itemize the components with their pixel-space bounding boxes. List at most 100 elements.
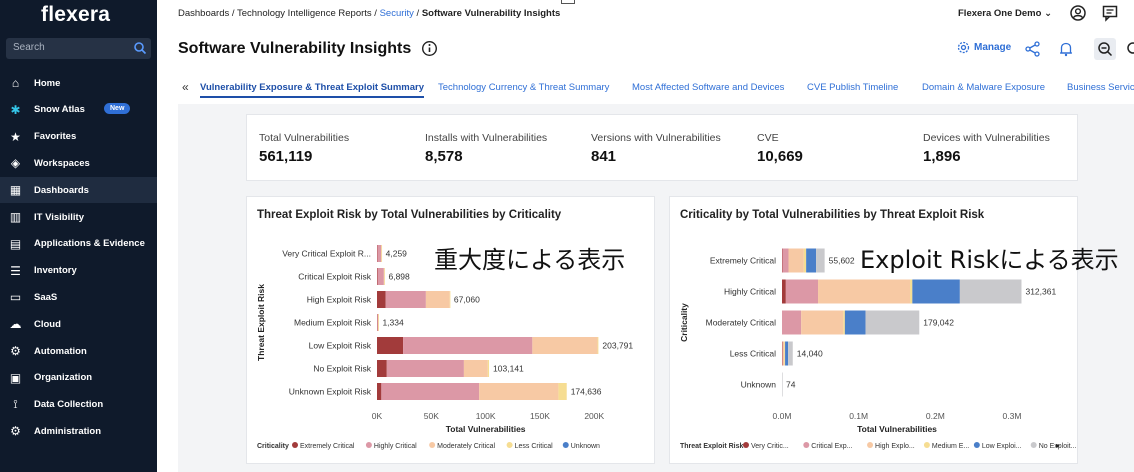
legend-label: No Exploit...	[1039, 443, 1077, 450]
bar-segment	[377, 291, 386, 308]
gear-icon	[957, 41, 970, 54]
tab-most-affected[interactable]: Most Affected Software and Devices	[632, 82, 785, 93]
sidebar-item-organization[interactable]: ▣ Organization	[0, 365, 157, 391]
settings-icon: ⚙	[10, 424, 21, 439]
bell-icon[interactable]	[1057, 40, 1075, 58]
sidebar-item-saas[interactable]: ▭ SaaS	[0, 284, 157, 310]
data-label: 14,040	[797, 349, 823, 359]
kpi-value: 561,119	[259, 148, 313, 165]
data-label: 4,259	[386, 249, 408, 259]
legend-label: Highly Critical	[374, 443, 417, 450]
tab-technology-currency[interactable]: Technology Currency & Threat Summary	[438, 82, 610, 93]
tenant-name: Flexera One Demo	[958, 8, 1042, 19]
org-icon: ▣	[9, 370, 22, 385]
category-label: No Exploit Risk	[313, 364, 371, 374]
chart-title: Criticality by Total Vulnerabilities by …	[680, 209, 985, 221]
manage-button[interactable]: Manage	[957, 41, 1011, 54]
zoom-out-button[interactable]	[1094, 38, 1116, 60]
category-label: Very Critical Exploit R...	[282, 249, 371, 259]
bar-segment	[377, 268, 384, 285]
chart-card-exploit-risk: Threat Exploit Risk by Total Vulnerabili…	[246, 196, 655, 464]
kpi-label: Installs with Vulnerabilities	[425, 132, 548, 144]
sidebar-item-label: Inventory	[34, 265, 77, 277]
bar-segment	[378, 314, 379, 331]
sidebar-item-favorites[interactable]: ★ Favorites	[0, 124, 157, 150]
info-icon[interactable]	[421, 40, 438, 57]
breadcrumb-separator: /	[371, 8, 380, 19]
breadcrumb-tech-intel[interactable]: Technology Intelligence Reports	[236, 8, 372, 19]
tab-cve-timeline[interactable]: CVE Publish Timeline	[807, 82, 899, 93]
chat-icon[interactable]	[1101, 4, 1119, 22]
sidebar-item-snow-atlas[interactable]: ✱ Snow Atlas New	[0, 97, 157, 123]
bar-segment	[801, 310, 844, 335]
sidebar-item-label: Administration	[34, 425, 102, 437]
kpi-value: 10,669	[757, 148, 803, 165]
bar-segment	[782, 248, 789, 273]
breadcrumb-security[interactable]: Security	[379, 8, 414, 19]
tabs-collapse-icon[interactable]: «	[182, 80, 189, 94]
search-input[interactable]: Search	[6, 38, 151, 59]
tenant-dropdown[interactable]: Flexera One Demo ⌄	[958, 8, 1052, 19]
bar-segment	[377, 268, 378, 285]
bar-segment	[377, 360, 387, 377]
legend-label: Moderately Critical	[437, 443, 495, 450]
bar-segment	[479, 383, 559, 400]
legend-swatch	[365, 442, 372, 448]
breadcrumb-dashboards[interactable]: Dashboards	[178, 8, 230, 19]
kpi-devices: Devices with Vulnerabilities 1,896	[923, 132, 1050, 165]
bar-segment	[912, 279, 960, 304]
data-label: 203,791	[602, 341, 633, 351]
bar-segment	[959, 279, 1022, 304]
data-label: 1,334	[382, 318, 404, 328]
category-label: Less Critical	[730, 349, 776, 359]
legend-title: Criticality	[257, 443, 289, 450]
breadcrumb-separator: /	[413, 8, 422, 19]
sidebar-item-inventory[interactable]: ☰ Inventory	[0, 258, 157, 284]
tab-business-service[interactable]: Business Service	[1067, 82, 1134, 93]
chart-icon: ▥	[9, 210, 22, 224]
sidebar-item-label: Dashboards	[34, 184, 89, 196]
cloud-icon: ☁	[9, 317, 22, 332]
new-badge: New	[104, 102, 131, 114]
x-tick-label: 0K	[372, 411, 383, 421]
user-icon[interactable]	[1069, 4, 1087, 22]
chart-criticality-by-exploit-risk: Criticality Extremely Critical 55,602 Highl…	[679, 248, 1077, 450]
zoom-out-icon	[1098, 42, 1113, 57]
zoom-in-icon[interactable]	[1124, 40, 1134, 58]
sidebar-item-data-collection[interactable]: ⟟ Data Collection	[0, 392, 157, 418]
sidebar-item-workspaces[interactable]: ◈ Workspaces	[0, 150, 157, 176]
bar-segment	[383, 268, 385, 285]
x-tick-label: 100K	[476, 411, 496, 421]
bar-segment	[806, 248, 817, 273]
chevron-down-icon: ⌄	[1044, 8, 1053, 19]
legend-label: Less Critical	[515, 443, 554, 450]
sidebar-item-automation[interactable]: ⚙ Automation	[0, 338, 157, 364]
monitor-icon: ▭	[9, 290, 22, 305]
flexera-logo[interactable]: flexera	[41, 3, 111, 26]
kpi-versions: Versions with Vulnerabilities 841	[591, 132, 721, 165]
tab-vulnerability-exposure[interactable]: Vulnerability Exposure & Threat Exploit …	[200, 82, 425, 98]
sidebar-item-cloud[interactable]: ☁ Cloud	[0, 311, 157, 337]
legend-label: Low Exploi...	[982, 443, 1022, 450]
legend-label: Very Critic...	[751, 443, 789, 450]
sidebar-item-administration[interactable]: ⚙ Administration	[0, 418, 157, 444]
kpi-installs: Installs with Vulnerabilities 8,578	[425, 132, 547, 165]
sidebar-item-dashboards[interactable]: ▦ Dashboards	[0, 177, 157, 204]
overlay-caption-right: Exploit Riskによる表示	[860, 246, 1119, 274]
sidebar-item-label: Applications & Evidence	[34, 238, 145, 250]
bar-segment	[377, 314, 379, 331]
bar-segment	[782, 310, 802, 335]
sidebar-item-applications-evidence[interactable]: ▤ Applications & Evidence	[0, 231, 157, 257]
sidebar-item-label: Snow Atlas	[34, 104, 85, 116]
legend-next-icon: ▸	[1056, 441, 1060, 450]
tab-domain-malware[interactable]: Domain & Malware Exposure	[922, 82, 1046, 93]
antenna-icon: ⟟	[13, 397, 18, 412]
bar-segment	[385, 291, 426, 308]
bar-segment	[384, 268, 385, 285]
kpi-total-vulnerabilities: Total Vulnerabilities 561,119	[259, 132, 349, 165]
bar-segment	[403, 337, 533, 354]
share-icon[interactable]	[1024, 40, 1042, 58]
sidebar-item-it-visibility[interactable]: ▥ IT Visibility	[0, 204, 157, 230]
search-icon[interactable]	[133, 41, 147, 55]
sidebar-item-home[interactable]: ⌂ Home	[0, 70, 157, 96]
